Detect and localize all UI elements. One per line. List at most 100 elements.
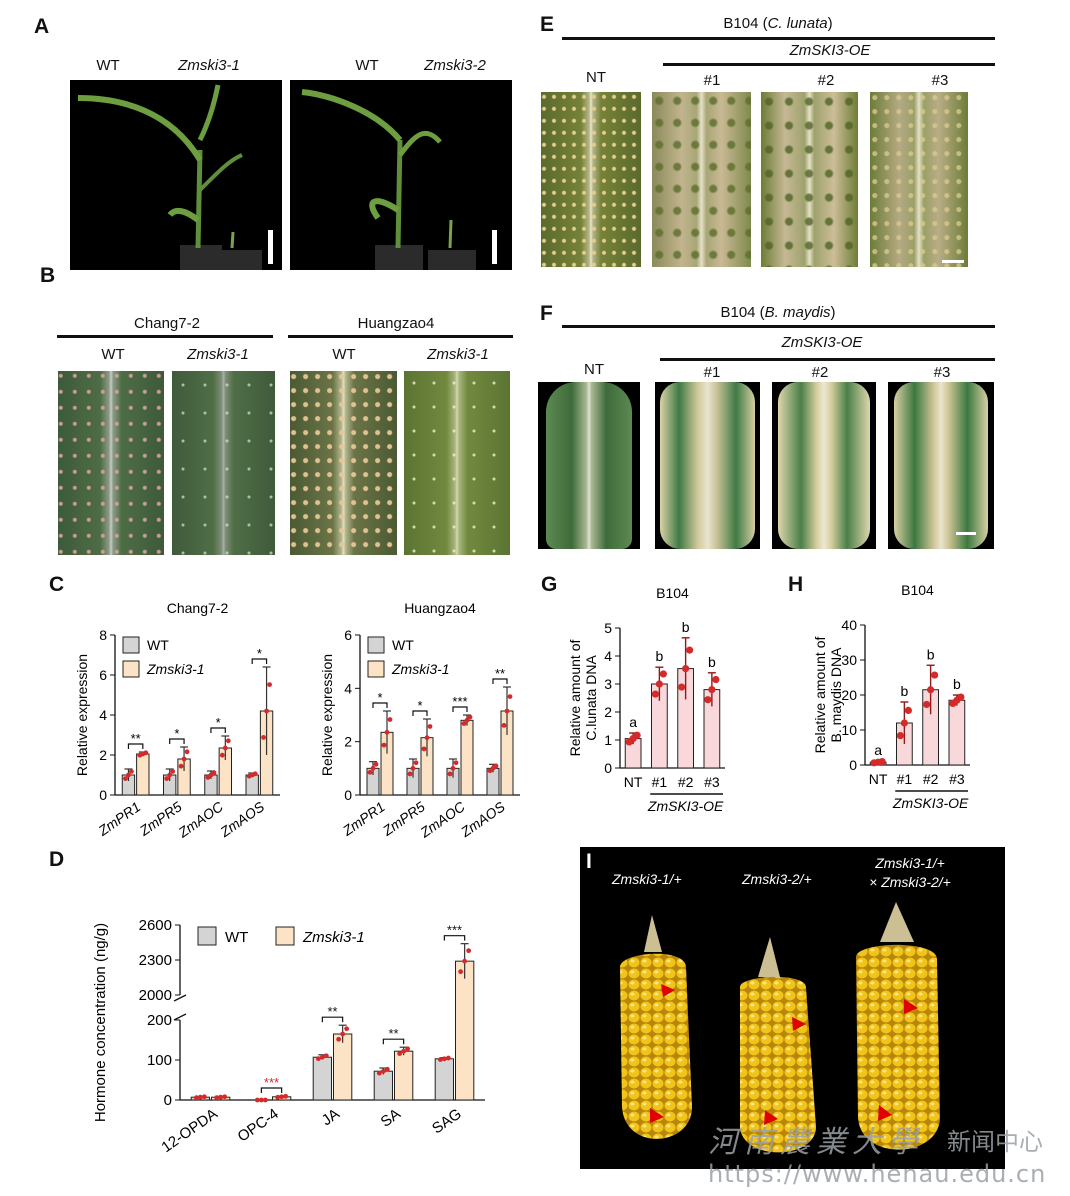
leaf-photo-oe2-c-lunata bbox=[761, 92, 858, 267]
data-point bbox=[441, 1056, 447, 1062]
data-point bbox=[126, 772, 131, 778]
significance-label: * bbox=[216, 715, 221, 730]
significance-label: ** bbox=[327, 1004, 337, 1019]
bar bbox=[948, 699, 966, 766]
panel-letter-a: A bbox=[34, 15, 50, 38]
x-tick-label: ZmAOS bbox=[216, 798, 267, 841]
x-tick-label: ZmAOC bbox=[174, 798, 226, 841]
data-point bbox=[367, 769, 373, 775]
legend-label: Zmski3-1 bbox=[146, 661, 205, 677]
leaf-photo-oe3-b-maydis bbox=[888, 382, 994, 549]
data-point bbox=[222, 745, 228, 751]
leaf-photo-oe1-c-lunata bbox=[652, 92, 751, 267]
panel-a-right-mutant-label: Zmski3-2 bbox=[424, 57, 486, 74]
chart-title: B104 bbox=[656, 585, 689, 601]
panel-f-line2-label: #2 bbox=[811, 364, 829, 381]
panel-letter-h: H bbox=[788, 573, 804, 596]
data-point bbox=[437, 1057, 443, 1062]
leaf-photo-wt-chang7-2 bbox=[58, 371, 164, 555]
legend-swatch bbox=[122, 636, 140, 654]
x-tick-label: #2 bbox=[923, 771, 939, 787]
chart-g-c-lunata: B104 0 1 2 3 4 5 Relative amount of C.lunata DNA… bbox=[567, 585, 725, 814]
corn-ear-1 bbox=[620, 953, 692, 1139]
data-point bbox=[178, 763, 184, 769]
data-point bbox=[373, 761, 379, 767]
axis-break bbox=[173, 994, 187, 1002]
chart-title: B104 bbox=[901, 582, 934, 598]
data-point bbox=[218, 1094, 224, 1100]
y-tick-label: 200 bbox=[147, 1012, 172, 1029]
x-tick-label: NT bbox=[624, 774, 643, 790]
panel-e-line1-label: #1 bbox=[703, 72, 721, 89]
stat-letter: b bbox=[655, 648, 663, 664]
panel-e-oe-label: ZmSKI3-OE bbox=[789, 42, 871, 59]
data-point bbox=[193, 1095, 199, 1101]
data-point bbox=[931, 671, 939, 679]
data-point bbox=[413, 760, 419, 766]
data-point bbox=[315, 1056, 321, 1062]
leaf-photo-wt-huangzao4 bbox=[290, 371, 397, 555]
data-point bbox=[225, 738, 231, 744]
data-point bbox=[445, 1055, 451, 1061]
data-point bbox=[344, 1026, 350, 1032]
data-point bbox=[164, 776, 170, 781]
chart-h-b-maydis: B104 0 10 20 30 40 Relative amount of B. maydis… bbox=[812, 582, 970, 811]
arrow-icon bbox=[650, 1108, 664, 1123]
stat-letter: b bbox=[927, 646, 935, 662]
x-tick-label: #3 bbox=[949, 771, 965, 787]
bar-mutant bbox=[136, 753, 150, 796]
leaf-photo-nt-b-maydis bbox=[538, 382, 640, 549]
y-tick-label: 2300 bbox=[139, 952, 172, 969]
chart-title: Chang7-2 bbox=[167, 600, 229, 616]
corn-ear-3 bbox=[856, 944, 940, 1150]
panel-f-oe-label: ZmSKI3-OE bbox=[781, 334, 863, 351]
significance-bracket bbox=[169, 738, 185, 744]
y-axis-label: Hormone concentration (ng/g) bbox=[92, 923, 109, 1122]
data-point bbox=[340, 1031, 346, 1037]
panel-a-right-wt-label: WT bbox=[355, 57, 379, 74]
group-label: ZmSKI3-OE bbox=[647, 798, 724, 814]
data-point bbox=[384, 1066, 390, 1072]
arrow-icon bbox=[792, 1017, 806, 1031]
significance-bracket bbox=[321, 1016, 344, 1023]
panel-f-title-species: B. maydis bbox=[764, 304, 831, 321]
y-tick-label: 8 bbox=[99, 627, 107, 643]
y-axis-label-line2: B. maydis DNA bbox=[828, 647, 844, 743]
panel-letter-g: G bbox=[541, 573, 558, 596]
panel-letter-b: B bbox=[40, 264, 56, 287]
axis-break bbox=[173, 1013, 187, 1021]
stat-letter: b bbox=[708, 654, 716, 670]
data-point bbox=[424, 735, 430, 741]
data-point bbox=[461, 721, 467, 726]
data-point bbox=[370, 765, 376, 771]
data-point bbox=[323, 1053, 329, 1059]
watermark-logo: 河南農業大學 bbox=[708, 1125, 924, 1160]
panel-letter-e: E bbox=[540, 13, 555, 36]
group-rule bbox=[288, 335, 513, 338]
legend-label: WT bbox=[392, 637, 414, 653]
data-point bbox=[258, 1097, 264, 1103]
legend-swatch bbox=[197, 926, 217, 946]
stat-letter: a bbox=[874, 742, 882, 758]
data-point bbox=[686, 646, 694, 654]
panel-f-line1-label: #1 bbox=[703, 364, 721, 381]
y-axis-label: Relative expression bbox=[319, 654, 335, 776]
x-tick-label: #1 bbox=[652, 774, 668, 790]
x-tick-label: 12-OPDA bbox=[158, 1105, 220, 1156]
data-point bbox=[376, 1070, 382, 1076]
data-point bbox=[427, 724, 433, 729]
x-tick-label: ZmPR1 bbox=[94, 798, 143, 839]
data-point bbox=[507, 694, 513, 699]
y-tick-label: 2 bbox=[604, 704, 612, 720]
group-rule bbox=[57, 335, 273, 338]
panel-f-title: B104 (B. maydis) bbox=[720, 304, 835, 321]
y-tick-label: 0 bbox=[849, 757, 857, 773]
panel-e-title-species: C. lunata bbox=[767, 15, 828, 32]
x-tick-label: SA bbox=[378, 1105, 404, 1130]
data-point bbox=[275, 1094, 281, 1100]
panel-b-mutant-label: Zmski3-1 bbox=[427, 346, 489, 363]
y-tick-label: 2600 bbox=[139, 917, 172, 934]
data-point bbox=[410, 765, 416, 771]
data-point bbox=[447, 771, 453, 777]
data-point bbox=[927, 686, 935, 694]
